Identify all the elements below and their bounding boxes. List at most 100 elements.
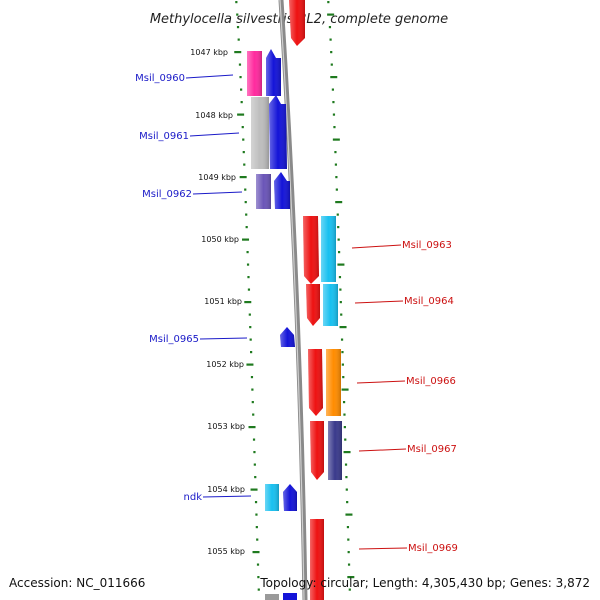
scale-tick: [253, 451, 256, 454]
scale-tick: [346, 501, 349, 504]
scale-tick: [239, 76, 242, 79]
gene-msil-0963-hit[interactable]: [321, 216, 336, 282]
scale-tick: [340, 313, 343, 316]
scale-tick: [345, 476, 348, 479]
scale-tick: [248, 426, 256, 429]
scale-tick: [244, 301, 252, 304]
scale-tick: [246, 263, 250, 266]
label-msil-0960[interactable]: Msil_0960: [135, 73, 185, 84]
label-msil-0969[interactable]: Msil_0969: [408, 543, 458, 554]
gene-bottom-fragment[interactable]: [265, 593, 297, 600]
gene-msil-0969[interactable]: [310, 519, 324, 600]
scale-tick: [334, 163, 338, 166]
right-gene-labels: [351, 244, 408, 550]
scale-tick: [237, 113, 245, 116]
scale-tick: [344, 438, 347, 441]
scale-tick: [343, 413, 346, 416]
gene-msil-0967[interactable]: [310, 421, 324, 480]
label-msil-0965[interactable]: Msil_0965: [149, 334, 199, 345]
left-gene-labels: [185, 74, 252, 498]
scale-tick: [242, 151, 245, 154]
scale-tick: [335, 176, 338, 179]
scale-tick: [250, 376, 254, 379]
scale-tick: [335, 188, 338, 191]
scale-tick: [347, 576, 355, 579]
scale-tick: [339, 288, 342, 291]
scale-tick: [235, 1, 238, 4]
gene-msil-0962[interactable]: [274, 172, 290, 209]
gene-msil-0966[interactable]: [308, 349, 323, 416]
label-msil-0962[interactable]: Msil_0962: [142, 189, 192, 200]
scale-tick: [339, 326, 347, 329]
scale-label: 1050 kbp: [201, 235, 239, 244]
scale-tick: [340, 338, 344, 341]
topology-text: Topology: circular; Length: 4,305,430 bp…: [259, 576, 590, 590]
scale-tick: [337, 263, 345, 266]
scale-tick: [248, 313, 251, 316]
gene-msil-0966-hit[interactable]: [326, 349, 341, 416]
gene-msil-0964[interactable]: [306, 284, 320, 326]
label-msil-0966[interactable]: Msil_0966: [406, 376, 456, 387]
gene-msil-0960[interactable]: [266, 49, 281, 96]
label-msil-0964[interactable]: Msil_0964: [404, 296, 454, 307]
scale-tick: [327, 1, 330, 4]
scale-tick: [333, 126, 336, 129]
genome-backbone: [278, 0, 308, 600]
gene-msil-0964-hit[interactable]: [323, 284, 338, 326]
scale-tick: [255, 513, 258, 516]
scale-tick: [250, 351, 253, 354]
scale-tick: [252, 551, 260, 554]
scale-tick: [255, 526, 258, 529]
gene-msil-0961-hit[interactable]: [251, 97, 269, 169]
scale-tick: [253, 463, 256, 466]
label-msil-0967[interactable]: Msil_0967: [407, 444, 457, 455]
scale-tick: [239, 176, 247, 179]
scale-tick: [328, 26, 332, 29]
scale-tick: [334, 151, 337, 154]
scale-label: 1052 kbp: [206, 360, 244, 369]
scale-tick: [343, 426, 346, 429]
scale-tick: [244, 188, 247, 191]
gene-msil-0961[interactable]: [269, 95, 287, 169]
scale-tick: [246, 363, 254, 366]
scale-tick: [254, 476, 257, 479]
gene-msil-0963[interactable]: [303, 216, 319, 284]
scale-tick: [341, 388, 349, 391]
scale-tick: [330, 51, 333, 54]
label-ndk[interactable]: ndk: [184, 492, 203, 503]
scale-tick: [244, 201, 247, 204]
scale-label: 1054 kbp: [207, 485, 245, 494]
scale-tick: [236, 13, 239, 16]
scale-tick: [337, 251, 341, 254]
scale-tick: [330, 76, 338, 79]
scale-label: 1048 kbp: [195, 111, 233, 120]
scale-label: 1047 kbp: [190, 48, 228, 57]
scale-tick: [245, 226, 248, 229]
scale-tick: [332, 138, 340, 141]
gene-ndk-hit[interactable]: [265, 484, 279, 511]
gene-msil-0965[interactable]: [280, 327, 295, 347]
scale-tick: [327, 13, 335, 16]
label-msil-0963[interactable]: Msil_0963: [402, 240, 452, 251]
scale-tick: [257, 588, 260, 591]
gene-msil-0962-hit[interactable]: [256, 174, 271, 209]
gene-msil-0960-hit[interactable]: [247, 51, 262, 96]
scale-label: 1055 kbp: [207, 547, 245, 556]
scale-tick: [238, 63, 242, 66]
scale-tick: [348, 588, 351, 591]
gene-ndk[interactable]: [283, 484, 297, 511]
gene-msil-0967-hit[interactable]: [328, 421, 342, 480]
scale-tick: [341, 363, 344, 366]
scale-tick: [242, 238, 250, 241]
scale-tick: [339, 301, 342, 304]
scale-labels: 1047 kbp 1048 kbp 1049 kbp 1050 kbp 1051…: [190, 48, 245, 556]
scale-tick: [347, 563, 351, 566]
scale-tick: [257, 576, 260, 579]
scale-tick: [336, 213, 339, 216]
gene-top-fragment[interactable]: [289, 0, 305, 46]
scale-label: 1049 kbp: [198, 173, 236, 182]
scale-tick: [252, 413, 255, 416]
scale-tick: [247, 288, 251, 291]
label-msil-0961[interactable]: Msil_0961: [139, 131, 189, 142]
scale-tick: [240, 101, 243, 104]
